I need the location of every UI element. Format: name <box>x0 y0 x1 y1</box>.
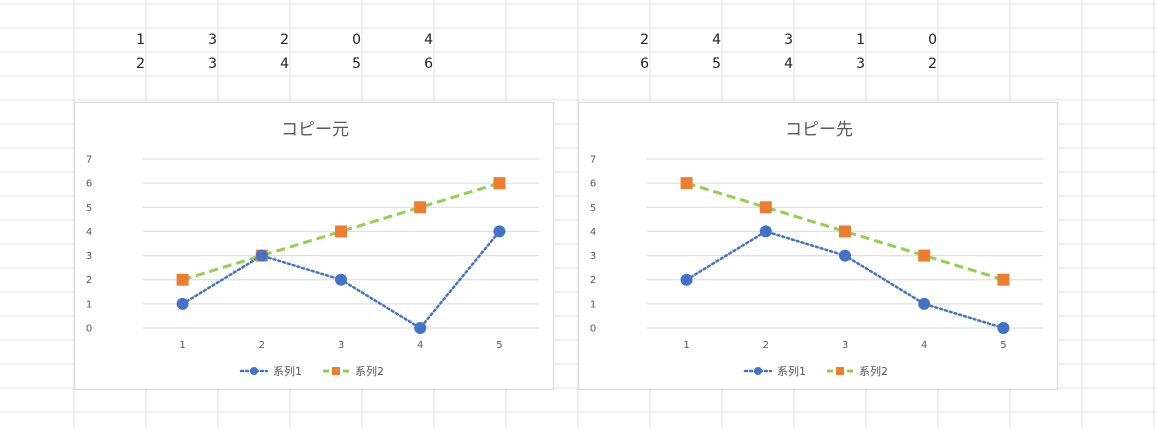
cell[interactable]: 2 <box>136 56 145 72</box>
data-point-series-1[interactable] <box>680 273 693 286</box>
x-tick-label: 3 <box>842 340 848 351</box>
cell[interactable]: 2 <box>928 56 937 72</box>
y-tick-label: 4 <box>590 227 596 238</box>
cell[interactable]: 0 <box>352 32 361 48</box>
data-point-series-2[interactable] <box>759 201 772 214</box>
data-point-series-2[interactable] <box>414 201 427 214</box>
y-tick-label: 3 <box>86 251 92 262</box>
y-tick-label: 1 <box>86 299 92 310</box>
y-tick-label: 2 <box>86 275 92 286</box>
cell[interactable]: 4 <box>784 56 793 72</box>
data-point-series-1[interactable] <box>997 322 1010 334</box>
x-tick-label: 4 <box>417 340 423 351</box>
chart-title: コピー元 <box>281 120 349 140</box>
x-tick-label: 3 <box>338 340 344 351</box>
chart-copy-source[interactable]: コピー元 0 1 2 3 4 5 6 7 1 2 3 4 5 系列1 系列2 <box>74 102 554 390</box>
legend-marker-series-1 <box>754 367 762 375</box>
data-point-series-1[interactable] <box>493 225 506 238</box>
cell[interactable]: 4 <box>712 32 721 48</box>
x-tick-label: 1 <box>683 340 689 351</box>
data-point-series-2[interactable] <box>176 273 189 286</box>
y-tick-label: 7 <box>590 155 596 166</box>
cell[interactable]: 1 <box>856 32 865 48</box>
legend-marker-series-2 <box>836 367 844 375</box>
chart-title: コピー先 <box>785 120 853 140</box>
legend-marker-series-1 <box>250 367 258 375</box>
y-tick-label: 5 <box>590 203 596 214</box>
data-point-series-1[interactable] <box>918 297 931 310</box>
cell[interactable]: 4 <box>280 56 289 72</box>
line-chart: コピー先 0 1 2 3 4 5 6 7 1 2 3 4 5 系列1 系列2 <box>590 120 1043 378</box>
x-tick-label: 5 <box>1000 340 1006 351</box>
legend-marker-series-2 <box>332 367 340 375</box>
y-tick-label: 6 <box>590 179 596 190</box>
y-tick-label: 1 <box>590 299 596 310</box>
y-tick-label: 6 <box>86 179 92 190</box>
cell[interactable]: 5 <box>352 56 361 72</box>
cell[interactable]: 3 <box>856 56 865 72</box>
chart-copy-destination[interactable]: コピー先 0 1 2 3 4 5 6 7 1 2 3 4 5 系列1 系列2 <box>578 102 1058 390</box>
data-point-series-2[interactable] <box>493 177 506 190</box>
cell[interactable]: 2 <box>640 32 649 48</box>
y-tick-label: 2 <box>590 275 596 286</box>
data-point-series-2[interactable] <box>335 225 347 238</box>
legend-label-series-2: 系列2 <box>859 364 888 378</box>
cell[interactable]: 3 <box>208 56 217 72</box>
data-point-series-1[interactable] <box>255 249 268 262</box>
x-tick-label: 2 <box>259 340 265 351</box>
legend-label-series-2: 系列2 <box>355 364 384 378</box>
x-tick-label: 2 <box>763 340 769 351</box>
cell[interactable]: 4 <box>424 32 433 48</box>
cell[interactable]: 0 <box>928 32 937 48</box>
data-point-series-1[interactable] <box>335 273 347 286</box>
cell[interactable]: 5 <box>712 56 721 72</box>
y-tick-label: 5 <box>86 203 92 214</box>
legend-label-series-1: 系列1 <box>777 364 806 378</box>
cell[interactable]: 6 <box>424 56 433 72</box>
data-point-series-1[interactable] <box>176 297 189 310</box>
line-chart: コピー元 0 1 2 3 4 5 6 7 1 2 3 4 5 系列1 系列2 <box>86 120 539 378</box>
cell[interactable]: 6 <box>640 56 649 72</box>
y-tick-label: 7 <box>86 155 92 166</box>
x-tick-label: 1 <box>179 340 185 351</box>
cell[interactable]: 3 <box>208 32 217 48</box>
y-tick-label: 0 <box>86 324 92 335</box>
x-tick-label: 5 <box>496 340 502 351</box>
cell[interactable]: 2 <box>280 32 289 48</box>
data-point-series-2[interactable] <box>997 273 1010 286</box>
y-tick-label: 4 <box>86 227 92 238</box>
data-point-series-1[interactable] <box>839 249 851 262</box>
y-tick-label: 3 <box>590 251 596 262</box>
data-point-series-1[interactable] <box>414 322 427 334</box>
data-point-series-2[interactable] <box>918 249 931 262</box>
data-point-series-2[interactable] <box>839 225 851 238</box>
legend-label-series-1: 系列1 <box>273 364 302 378</box>
cell[interactable]: 3 <box>784 32 793 48</box>
x-tick-label: 4 <box>921 340 927 351</box>
data-point-series-1[interactable] <box>759 225 772 238</box>
y-tick-label: 0 <box>590 324 596 335</box>
cell[interactable]: 1 <box>136 32 145 48</box>
data-point-series-2[interactable] <box>680 177 693 190</box>
